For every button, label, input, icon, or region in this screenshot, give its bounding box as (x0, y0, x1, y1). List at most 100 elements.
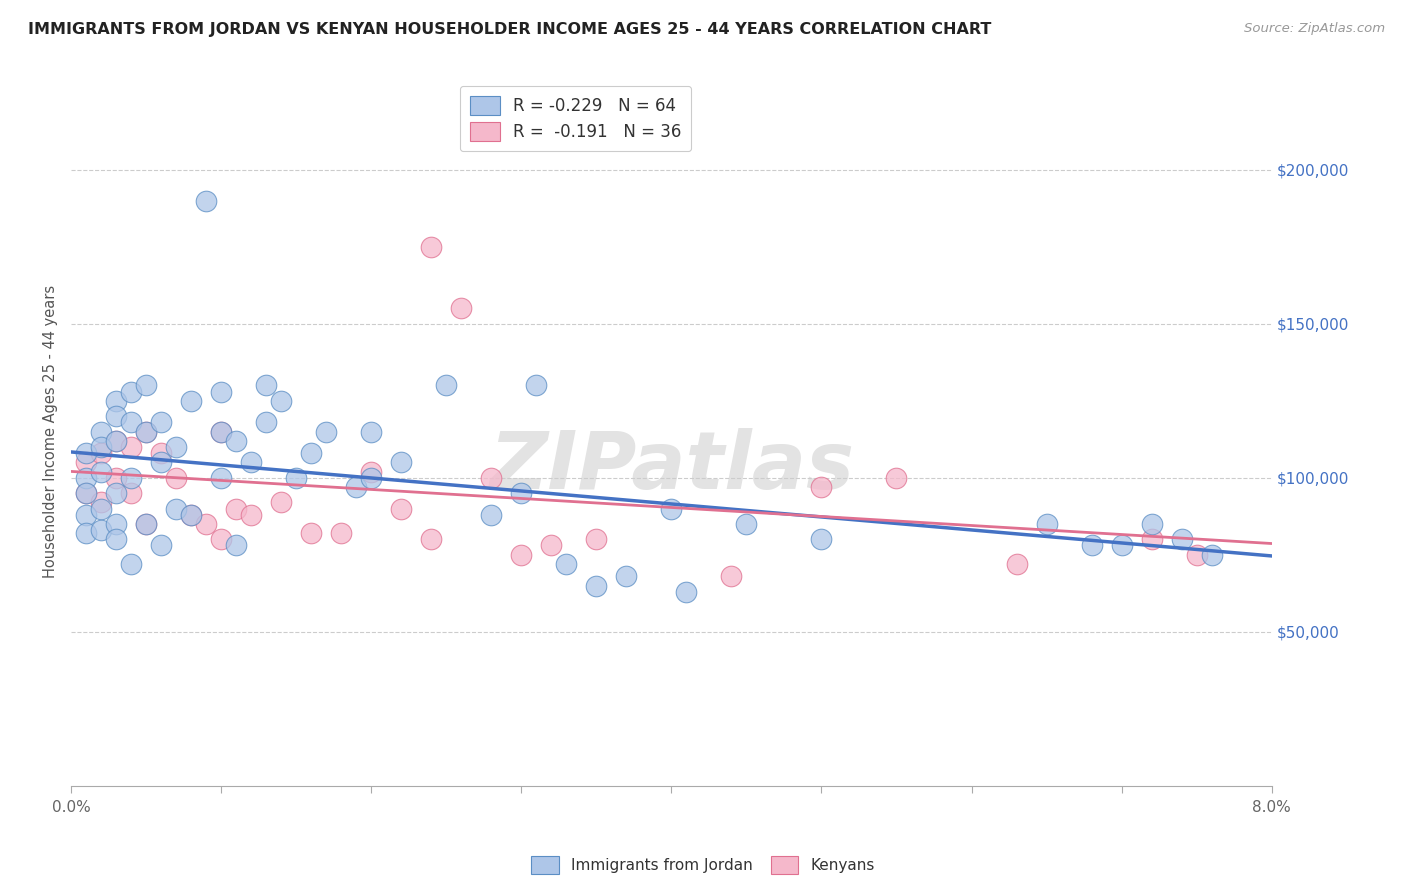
Point (150, 539, 173, 553)
Point (661, 501, 683, 516)
Point (180, 508, 202, 522)
Point (344, 480, 367, 494)
Point (105, 471, 128, 485)
Point (735, 516, 758, 531)
Point (420, 240, 443, 254)
Point (135, 516, 157, 531)
Point (195, 516, 218, 531)
Point (360, 425, 382, 439)
Point (90, 465, 112, 479)
Point (135, 425, 157, 439)
Point (481, 508, 503, 522)
Point (120, 486, 142, 500)
Point (675, 584, 697, 599)
Point (886, 471, 908, 485)
Point (105, 533, 128, 547)
Point (105, 434, 128, 448)
Point (165, 440, 187, 454)
Point (720, 569, 742, 583)
Point (330, 526, 353, 541)
Point (450, 301, 472, 316)
Point (165, 471, 187, 485)
Point (616, 569, 638, 583)
Point (150, 455, 173, 469)
Text: IMMIGRANTS FROM JORDAN VS KENYAN HOUSEHOLDER INCOME AGES 25 - 44 YEARS CORRELATI: IMMIGRANTS FROM JORDAN VS KENYAN HOUSEHO… (28, 22, 991, 37)
Point (90, 495, 112, 509)
Point (481, 471, 503, 485)
Point (120, 471, 142, 485)
Point (254, 415, 277, 429)
Point (240, 455, 263, 469)
Point (120, 557, 142, 571)
Point (225, 539, 247, 553)
Point (585, 578, 607, 592)
Point (389, 455, 412, 469)
Point (75, 486, 97, 500)
Point (120, 415, 142, 429)
Point (165, 501, 187, 516)
Text: ZIPatlas: ZIPatlas (489, 428, 853, 506)
Point (360, 471, 382, 485)
Point (135, 378, 157, 392)
Point (90, 425, 112, 439)
Point (315, 425, 337, 439)
Point (75, 486, 97, 500)
Point (105, 409, 128, 424)
Point (225, 501, 247, 516)
Point (585, 533, 607, 547)
Point (1140, 533, 1163, 547)
Point (1185, 548, 1208, 562)
Point (150, 446, 173, 460)
Point (75, 526, 97, 541)
Point (195, 194, 218, 208)
Point (270, 393, 292, 408)
Point (135, 425, 157, 439)
Point (420, 533, 443, 547)
Point (810, 480, 832, 494)
Point (209, 471, 232, 485)
Point (1201, 548, 1223, 562)
Point (1005, 557, 1028, 571)
Point (810, 533, 832, 547)
Point (105, 393, 128, 408)
Legend: Immigrants from Jordan, Kenyans: Immigrants from Jordan, Kenyans (524, 850, 882, 880)
Legend: R = -0.229   N = 64, R =  -0.191   N = 36: R = -0.229 N = 64, R = -0.191 N = 36 (460, 86, 692, 151)
Point (1080, 539, 1102, 553)
Point (1035, 516, 1057, 531)
Point (299, 446, 322, 460)
Point (225, 434, 247, 448)
Point (135, 516, 157, 531)
Point (209, 425, 232, 439)
Point (75, 508, 97, 522)
Point (270, 495, 292, 509)
Point (1111, 539, 1133, 553)
Point (299, 526, 322, 541)
Point (254, 378, 277, 392)
Point (75, 455, 97, 469)
Point (75, 446, 97, 460)
Point (240, 508, 263, 522)
Y-axis label: Householder Income Ages 25 - 44 years: Householder Income Ages 25 - 44 years (44, 285, 58, 578)
Point (510, 548, 533, 562)
Point (75, 471, 97, 485)
Point (90, 523, 112, 537)
Point (90, 440, 112, 454)
Point (90, 446, 112, 460)
Point (180, 393, 202, 408)
Point (209, 384, 232, 399)
Point (209, 425, 232, 439)
Point (105, 516, 128, 531)
Point (120, 440, 142, 454)
Point (510, 486, 533, 500)
Point (389, 501, 412, 516)
Text: Source: ZipAtlas.com: Source: ZipAtlas.com (1244, 22, 1385, 36)
Point (120, 384, 142, 399)
Point (150, 415, 173, 429)
Point (90, 501, 112, 516)
Point (105, 434, 128, 448)
Point (1170, 533, 1192, 547)
Point (360, 465, 382, 479)
Point (540, 539, 562, 553)
Point (1140, 516, 1163, 531)
Point (434, 378, 457, 392)
